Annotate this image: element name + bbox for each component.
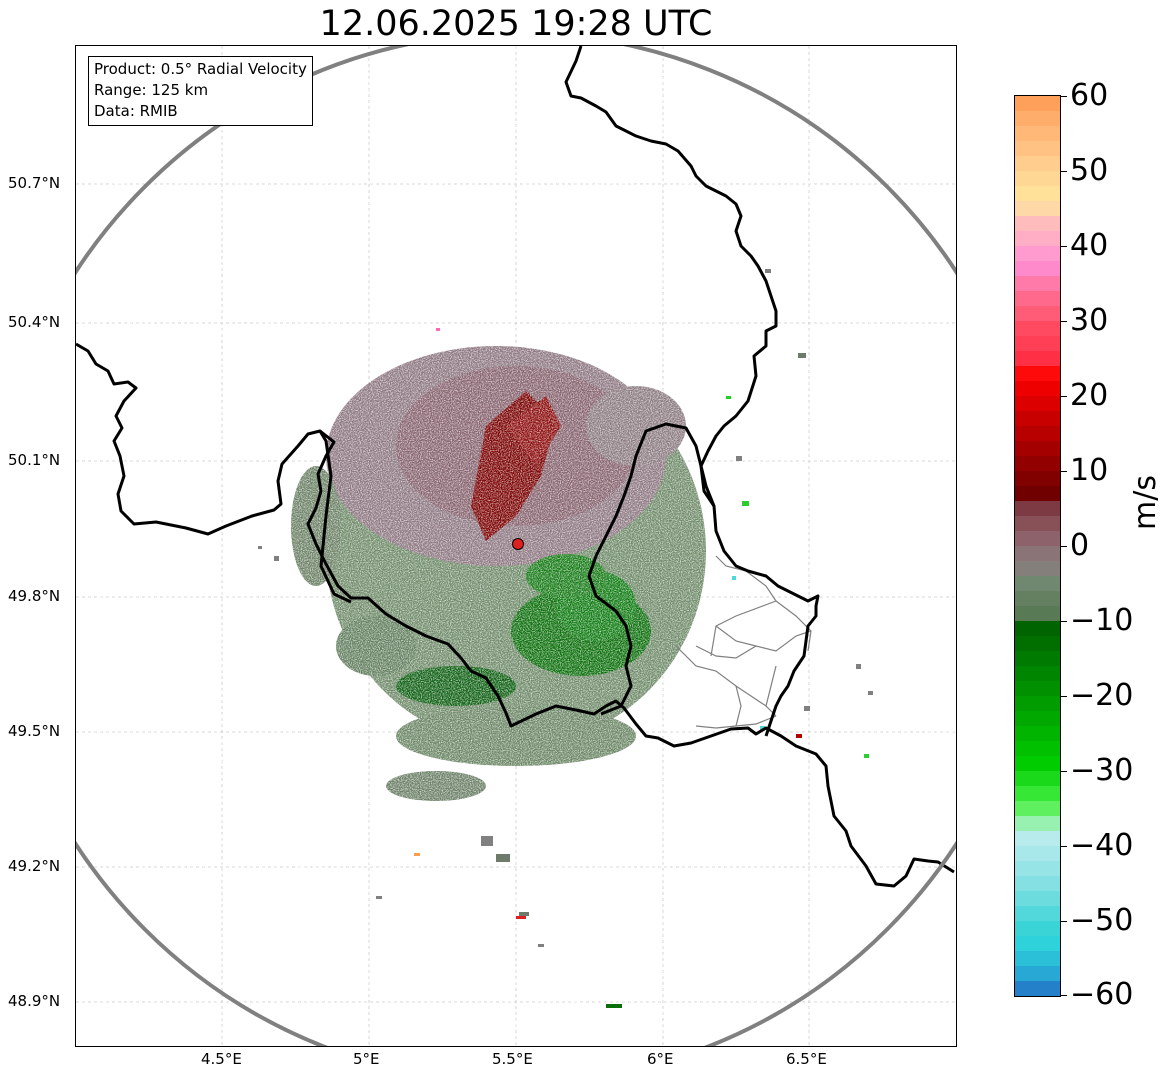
lon-tick-label: 5.5°E: [492, 1050, 533, 1068]
colorbar-tick-mark: [1060, 696, 1067, 697]
lat-tick-label: 50.4°N: [8, 313, 61, 331]
colorbar-tick-label: −20: [1070, 678, 1134, 713]
colorbar-tick-mark: [1060, 471, 1067, 472]
colorbar-tick-label: −50: [1070, 903, 1134, 938]
colorbar-unit-label: m/s: [1128, 475, 1163, 530]
colorbar-tick-mark: [1060, 321, 1067, 322]
colorbar-tick-label: −60: [1070, 977, 1134, 1012]
colorbar-tick-label: −10: [1070, 603, 1134, 638]
range-label: Range: 125 km: [94, 81, 209, 99]
colorbar-tick-label: −30: [1070, 753, 1134, 788]
lon-tick-label: 5°E: [353, 1050, 380, 1068]
scattered-echoes: [258, 269, 873, 1008]
admin-boundaries: [675, 555, 812, 729]
radar-map-canvas: [76, 46, 956, 1046]
colorbar-tick-mark: [1060, 96, 1067, 97]
colorbar-tick-mark: [1060, 546, 1067, 547]
product-info-box: Product: 0.5° Radial Velocity Range: 125…: [88, 56, 313, 126]
product-label: Product: 0.5° Radial Velocity: [94, 60, 307, 78]
colorbar-tick-label: 50: [1070, 153, 1109, 188]
lat-tick-label: 49.2°N: [8, 857, 61, 875]
colorbar-tick-mark: [1060, 246, 1067, 247]
colorbar-tick-label: 10: [1070, 453, 1109, 488]
lat-tick-label: 49.5°N: [8, 722, 61, 740]
velocity-colorbar: [1014, 95, 1061, 997]
lon-tick-label: 6.5°E: [786, 1050, 827, 1068]
colorbar-tick-mark: [1060, 771, 1067, 772]
colorbar-tick-mark: [1060, 396, 1067, 397]
map-title: 12.06.2025 19:28 UTC: [319, 4, 713, 44]
lat-tick-label: 50.7°N: [8, 174, 61, 192]
colorbar-tick-label: 40: [1070, 228, 1109, 263]
colorbar-tick-label: −40: [1070, 828, 1134, 863]
radar-site-marker: [512, 538, 524, 550]
colorbar-tick-mark: [1060, 846, 1067, 847]
lat-tick-label: 48.9°N: [8, 992, 61, 1010]
colorbar-tick-label: 20: [1070, 378, 1109, 413]
colorbar-tick-mark: [1060, 171, 1067, 172]
country-borders: [76, 46, 955, 888]
colorbar-tick-mark: [1060, 921, 1067, 922]
radar-map[interactable]: [75, 45, 957, 1047]
colorbar-tick-label: 60: [1070, 78, 1109, 113]
colorbar-tick-label: 0: [1070, 528, 1090, 563]
colorbar-tick-mark: [1060, 621, 1067, 622]
lon-tick-label: 6°E: [647, 1050, 674, 1068]
colorbar-tick-label: 30: [1070, 303, 1109, 338]
colorbar-tick-mark: [1060, 995, 1067, 996]
lat-tick-label: 49.8°N: [8, 587, 61, 605]
data-source-label: Data: RMIB: [94, 102, 178, 120]
lat-tick-label: 50.1°N: [8, 451, 61, 469]
lon-tick-label: 4.5°E: [201, 1050, 242, 1068]
